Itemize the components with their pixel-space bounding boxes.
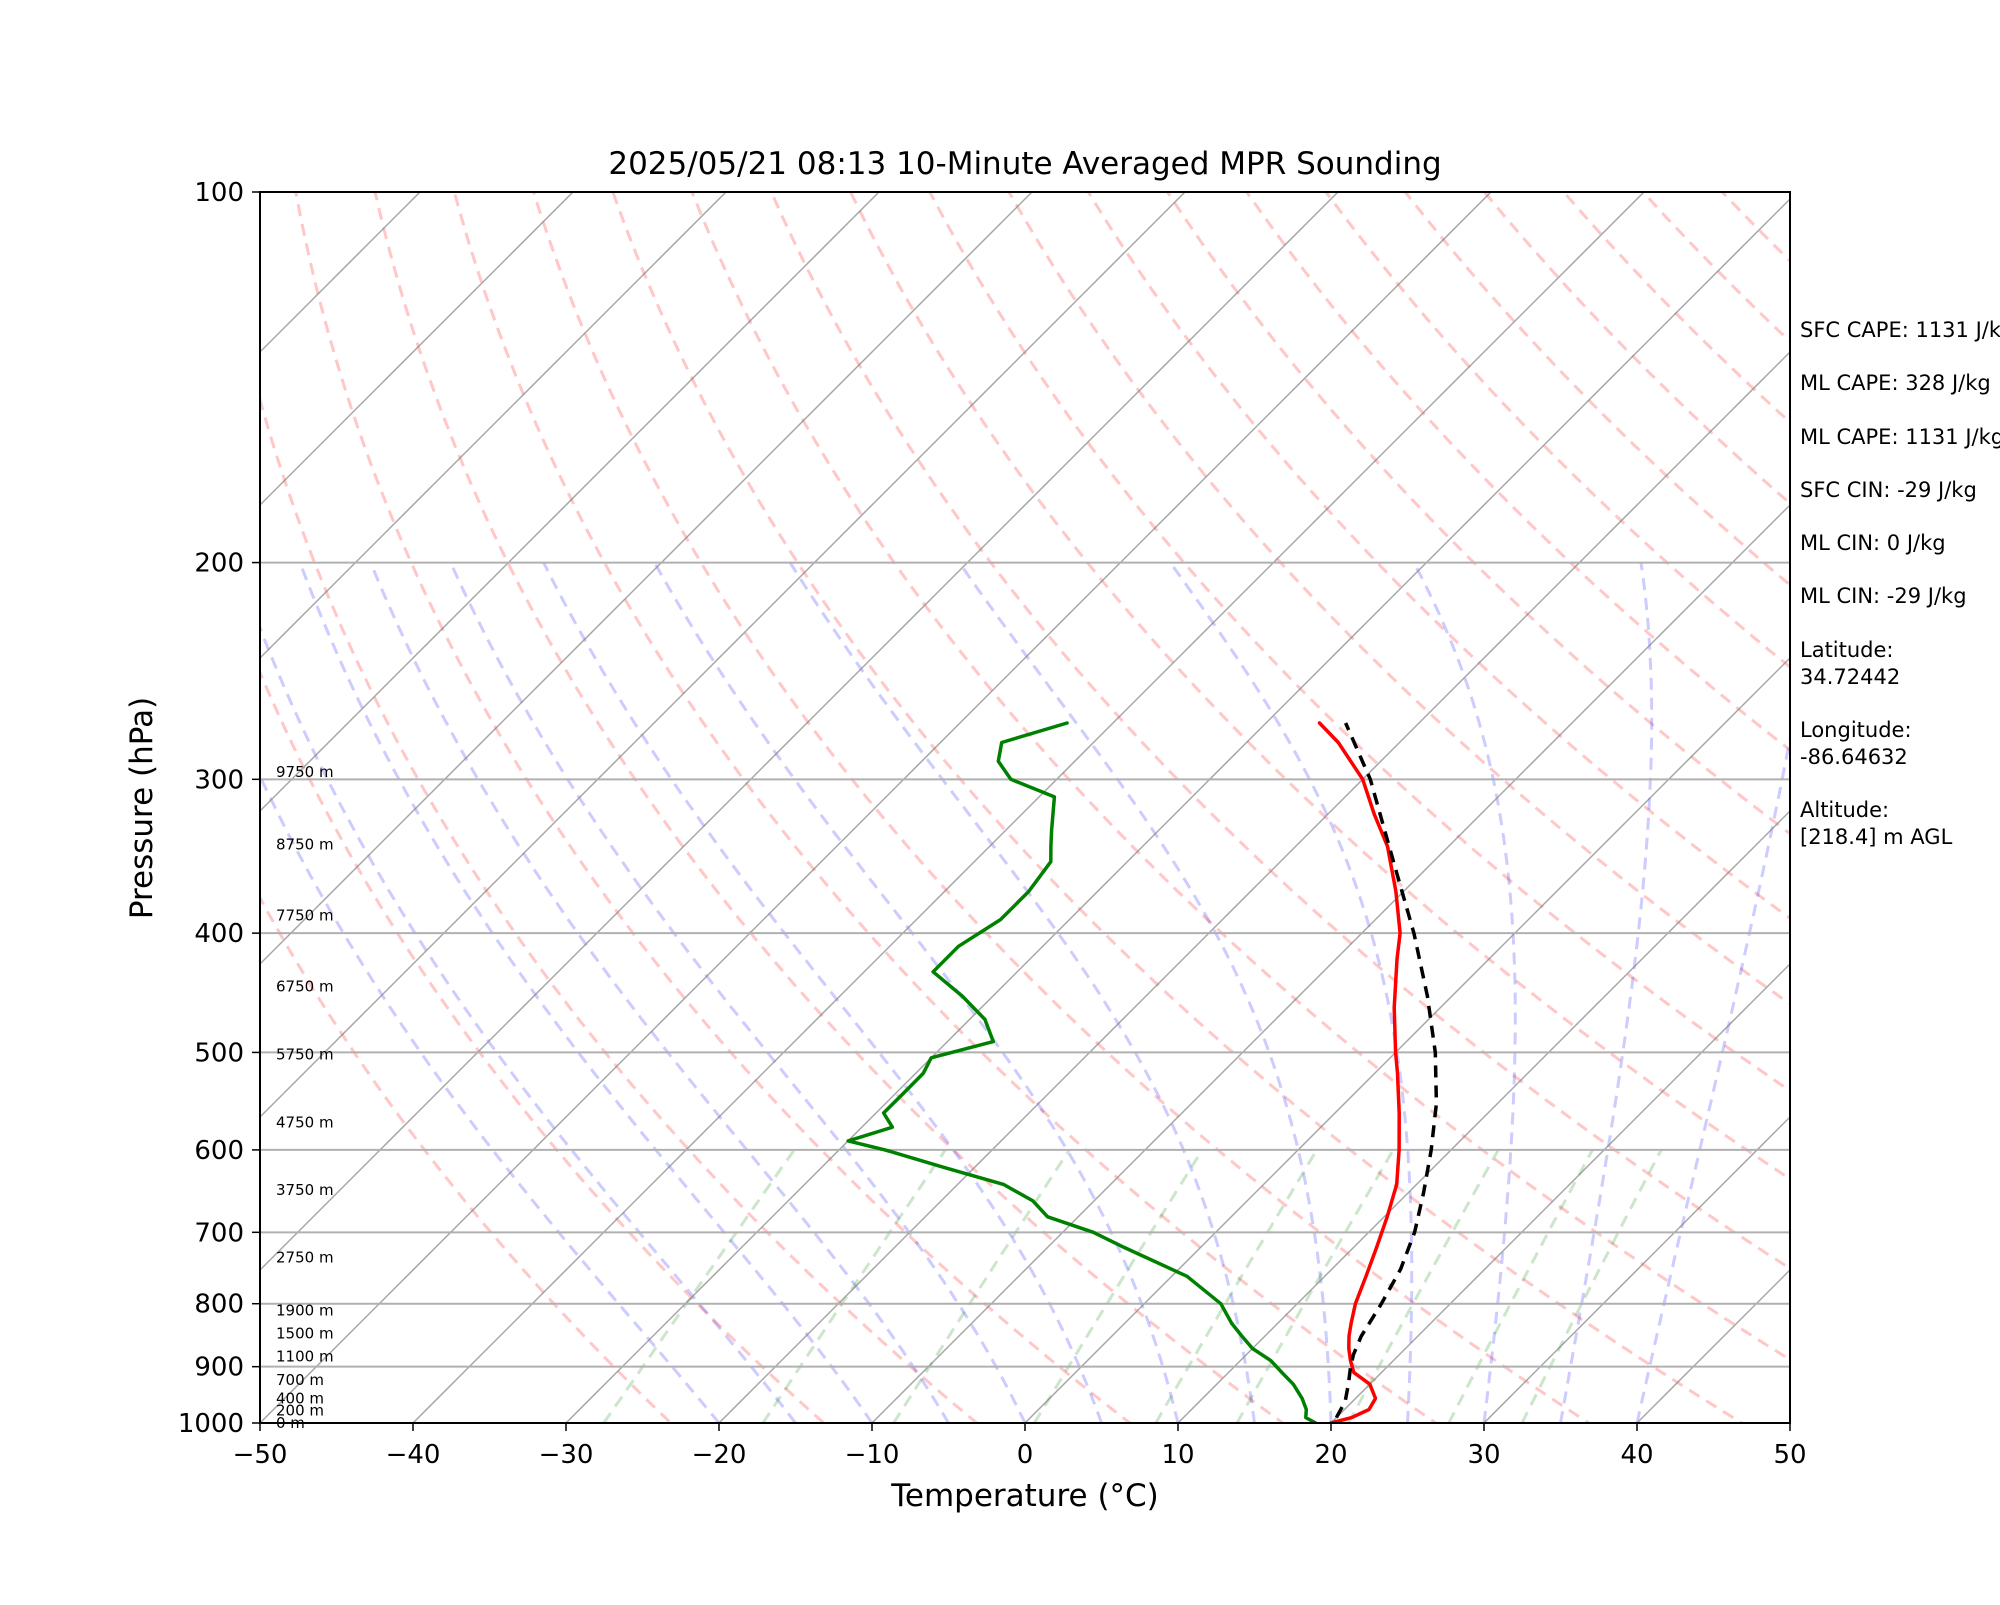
height-label: 2750 m xyxy=(276,1249,334,1267)
height-label: 700 m xyxy=(276,1371,324,1389)
info-sfc-cin: SFC CIN: -29 J/kg xyxy=(1800,478,1977,502)
x-tick-label: −10 xyxy=(845,1440,900,1470)
info-sfc-cape: SFC CAPE: 1131 J/kg xyxy=(1800,318,2000,342)
info-altitude-label: Altitude: xyxy=(1800,798,1889,822)
info-ml-cape-2: ML CAPE: 1131 J/kg xyxy=(1800,425,2000,449)
info-latitude-label: Latitude: xyxy=(1800,638,1894,662)
x-tick-label: 20 xyxy=(1314,1440,1347,1470)
y-tick-label: 800 xyxy=(194,1290,244,1320)
x-tick-label: 30 xyxy=(1467,1440,1500,1470)
info-ml-cin: ML CIN: 0 J/kg xyxy=(1800,531,1946,555)
info-latitude-value: 34.72442 xyxy=(1800,665,1900,689)
height-label: 1900 m xyxy=(276,1301,334,1319)
info-altitude-value: [218.4] m AGL xyxy=(1800,825,1953,849)
height-label: 5750 m xyxy=(276,1046,334,1064)
y-tick-label: 400 xyxy=(194,919,244,949)
y-tick-label: 1000 xyxy=(178,1409,244,1439)
info-ml-cape: ML CAPE: 328 J/kg xyxy=(1800,371,1991,395)
info-ml-cin-2: ML CIN: -29 J/kg xyxy=(1800,584,1967,608)
y-tick-label: 300 xyxy=(194,765,244,795)
x-tick-label: −50 xyxy=(233,1440,288,1470)
y-tick-label: 900 xyxy=(194,1353,244,1383)
height-label: 7750 m xyxy=(276,906,334,924)
y-tick-label: 200 xyxy=(194,549,244,579)
height-label: 1500 m xyxy=(276,1325,334,1343)
x-tick-label: 0 xyxy=(1017,1440,1034,1470)
height-label: 8750 m xyxy=(276,836,334,854)
y-tick-label: 700 xyxy=(194,1218,244,1248)
y-tick-label: 600 xyxy=(194,1136,244,1166)
x-tick-label: −30 xyxy=(539,1440,594,1470)
height-label: 6750 m xyxy=(276,978,334,996)
height-label: 4750 m xyxy=(276,1113,334,1131)
height-label: 3750 m xyxy=(276,1181,334,1199)
y-tick-label: 500 xyxy=(194,1038,244,1068)
info-longitude-value: -86.64632 xyxy=(1800,745,1908,769)
x-tick-label: 10 xyxy=(1161,1440,1194,1470)
height-label: 9750 m xyxy=(276,763,334,781)
y-tick-label: 100 xyxy=(194,178,244,208)
x-tick-label: −40 xyxy=(386,1440,441,1470)
x-tick-label: 50 xyxy=(1773,1440,1806,1470)
height-label: 400 m xyxy=(276,1389,324,1407)
x-tick-label: −20 xyxy=(692,1440,747,1470)
chart-title: 2025/05/21 08:13 10-Minute Averaged MPR … xyxy=(608,146,1441,182)
height-label: 1100 m xyxy=(276,1347,334,1365)
info-longitude-label: Longitude: xyxy=(1800,718,1912,742)
x-tick-label: 40 xyxy=(1620,1440,1653,1470)
x-axis-label: Temperature (°C) xyxy=(890,1478,1159,1514)
y-axis-label: Pressure (hPa) xyxy=(124,697,160,919)
